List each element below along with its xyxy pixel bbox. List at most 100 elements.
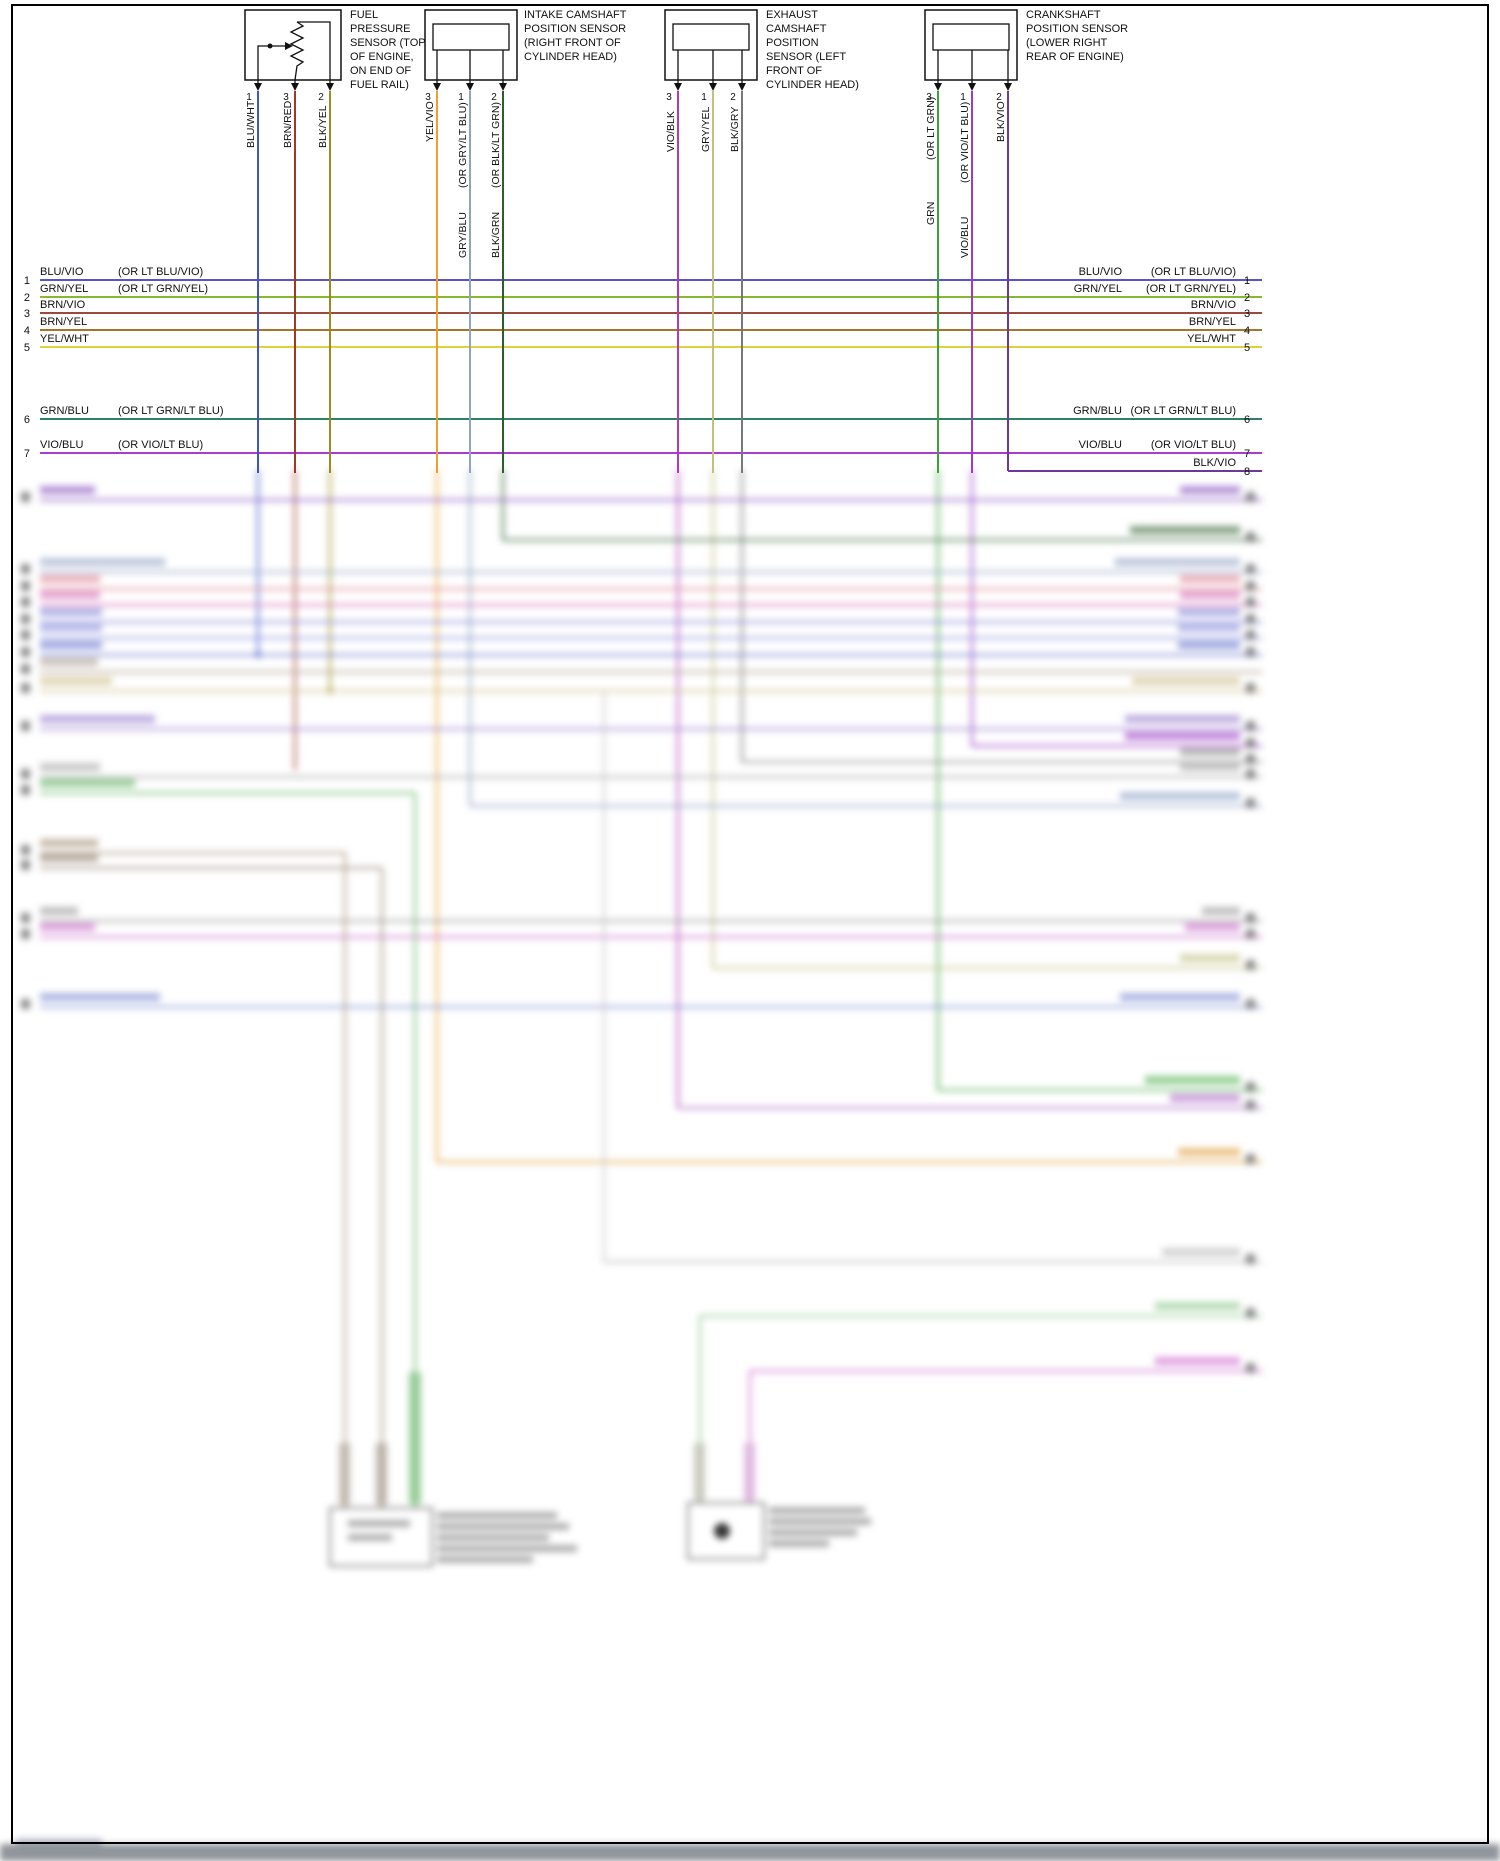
pin-wire-color-label: BLU/WHT	[245, 100, 257, 148]
pin-number: 3	[283, 92, 289, 103]
crankshaft-position-sensor-box	[924, 9, 1018, 81]
blurred-number-blob	[21, 492, 30, 502]
bus-wire-right-number: 8	[1244, 466, 1250, 478]
blurred-region	[0, 470, 1500, 1861]
bus-wire-right-number: 2	[1244, 292, 1250, 304]
blurred-number-blob	[21, 664, 30, 674]
blur-haze	[13, 468, 1487, 1843]
blurred-text-blob	[348, 1534, 392, 1541]
blurred-text-blob	[437, 1512, 557, 1519]
blurred-label-blob	[1180, 575, 1240, 583]
bus-wire-right-number: 1	[1244, 275, 1250, 287]
blurred-number-blob	[1246, 597, 1255, 607]
blurred-label-blob	[40, 641, 102, 649]
bus-wire-left-name: BRN/YEL	[40, 316, 87, 328]
intake-camshaft-position-sensor-box	[424, 9, 518, 81]
blurred-label-blob	[1180, 748, 1240, 756]
pin-wire-color-label: (OR BLK/LT GRN)	[490, 102, 502, 188]
blurred-number-blob	[21, 564, 30, 574]
blurred-text-blob	[769, 1540, 829, 1547]
blurred-label-blob	[1170, 1094, 1240, 1102]
bus-wire-left-name: GRN/BLU	[40, 405, 89, 417]
pin-number: 1	[701, 92, 707, 103]
fuel-pressure-sensor-label: FUEL PRESSURE SENSOR (TOP OF ENGINE, ON …	[350, 9, 426, 92]
bus-wire-right-name: BLU/VIO	[1079, 266, 1123, 278]
bus-wire-right-alt: (OR VIO/LT BLU)	[1151, 439, 1236, 451]
pin-wire-color-label: GRY/YEL	[700, 107, 712, 152]
blurred-number-blob	[1246, 647, 1255, 657]
blurred-number-blob	[21, 845, 30, 855]
bus-wire-right-alt: (OR LT BLU/VIO)	[1151, 266, 1236, 278]
blurred-number-blob	[1246, 913, 1255, 923]
resistor-link	[297, 21, 331, 80]
pin-wire-color-label: GRN	[925, 202, 937, 225]
blurred-label-blob	[40, 907, 78, 915]
pin-wire-color-label: VIO/BLU	[959, 217, 971, 258]
pin-arrow-down-icon	[738, 83, 746, 91]
blurred-label-blob	[40, 763, 100, 771]
pin-number: 3	[926, 92, 932, 103]
pin-wire-color-label: YEL/VIO	[424, 101, 436, 142]
blurred-number-blob	[1246, 960, 1255, 970]
blurred-label-blob	[40, 715, 155, 723]
blurred-label-blob	[1180, 954, 1240, 962]
blurred-number-blob	[1246, 929, 1255, 939]
blurred-label-blob	[1202, 907, 1240, 915]
blurred-label-blob	[1178, 624, 1240, 632]
bus-wire-left-number: 7	[24, 448, 30, 460]
blurred-number-blob	[21, 614, 30, 624]
pin-wire-color-label: BLK/GRY	[729, 107, 741, 152]
bus-wire-left-name: BRN/VIO	[40, 299, 86, 311]
pin-wire-color-label: BLK/YEL	[317, 105, 329, 148]
bus-wire-left-number: 6	[24, 414, 30, 426]
wiper-link	[257, 45, 291, 80]
blurred-number-blob	[21, 913, 30, 923]
blurred-label-blob	[40, 624, 102, 632]
blurred-number-blob	[1246, 721, 1255, 731]
exhaust-camshaft-position-sensor-label: EXHAUST CAMSHAFT POSITION SENSOR (LEFT F…	[766, 9, 859, 92]
blurred-text-blob	[437, 1523, 569, 1530]
blurred-label-blob	[1178, 1148, 1240, 1156]
bus-wire-right-number: 3	[1244, 308, 1250, 320]
blurred-label-blob	[40, 575, 100, 583]
blurred-text-blob	[437, 1545, 577, 1552]
pin-number: 2	[996, 92, 1002, 103]
pin-wire-color-label: (OR VIO/LT BLU)	[959, 102, 971, 183]
junction-dot	[267, 43, 273, 49]
bus-wire-right-number: 7	[1244, 448, 1250, 460]
blurred-number-blob	[1246, 754, 1255, 764]
blurred-label-blob	[1120, 993, 1240, 1001]
pin-wire-color-label: VIO/BLK	[665, 111, 677, 152]
blurred-number-blob	[1246, 1082, 1255, 1092]
bus-wire-right-name: BRN/YEL	[1189, 316, 1236, 328]
blurred-number-blob	[21, 769, 30, 779]
blurred-number-blob	[1246, 630, 1255, 640]
exhaust-camshaft-position-sensor-inner-box	[672, 23, 750, 51]
blurred-label-blob	[1185, 923, 1240, 931]
blurred-number-blob	[21, 630, 30, 640]
pin-arrow-down-icon	[291, 83, 299, 91]
blurred-number-blob	[1246, 1100, 1255, 1110]
wiper-arrow	[285, 42, 293, 50]
bus-wire-left-name: YEL/WHT	[40, 333, 89, 345]
blurred-connector-blob	[376, 1443, 387, 1505]
blurred-number-blob	[21, 683, 30, 693]
page-frame	[11, 4, 1489, 1844]
blurred-text-blob	[437, 1556, 533, 1563]
blurred-number-blob	[1246, 1254, 1255, 1264]
blurred-label-blob	[40, 591, 100, 599]
blurred-number-blob	[1246, 738, 1255, 748]
blurred-number-blob	[21, 647, 30, 657]
bus-wire-left-number: 2	[24, 292, 30, 304]
bus-wire-left-number: 3	[24, 308, 30, 320]
bus-wire-right-name: YEL/WHT	[1187, 333, 1236, 345]
pin-arrow-down-icon	[254, 83, 262, 91]
blurred-label-blob	[40, 923, 95, 931]
blurred-number-blob	[1246, 798, 1255, 808]
pin-arrow-down-icon	[499, 83, 507, 91]
pin-wire-color-label: BLK/VIO	[995, 101, 1007, 142]
blurred-label-blob	[40, 854, 98, 862]
blurred-label-blob	[1130, 526, 1240, 534]
pin-arrow-down-icon	[934, 83, 942, 91]
